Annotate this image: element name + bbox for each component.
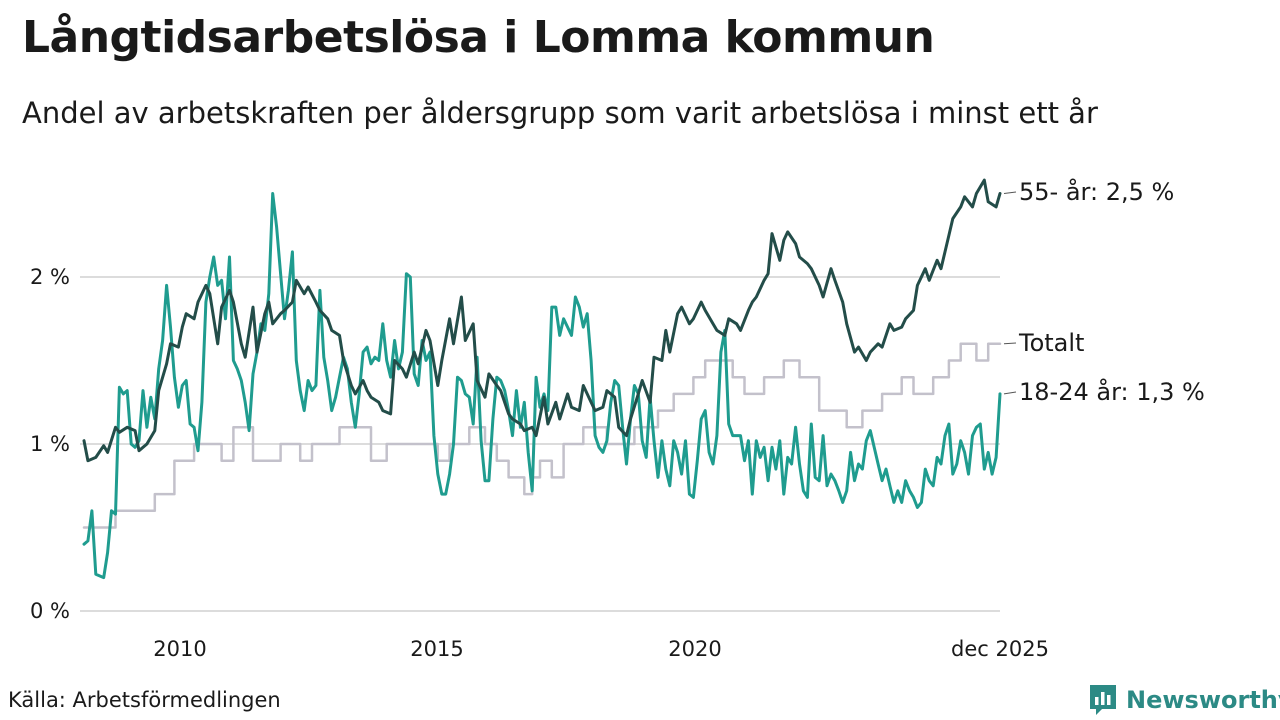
series-lines <box>82 178 1002 580</box>
end-label-older: 55- år: 2,5 % <box>1019 177 1174 206</box>
leader-line-older <box>1003 191 1017 194</box>
leader-line-total <box>1003 342 1017 345</box>
series-line-older <box>82 178 1002 463</box>
x-tick-label: dec 2025 <box>951 637 1049 661</box>
series-line-total <box>82 342 1002 529</box>
y-tick-label: 0 % <box>30 599 70 623</box>
x-tick-label: 2020 <box>668 637 721 661</box>
source-note: Källa: Arbetsförmedlingen <box>8 688 281 712</box>
leader-line-young <box>1003 391 1017 395</box>
brand-name: Newsworthy <box>1126 686 1280 714</box>
x-axis-ticks: 2010 2015 2020 dec 2025 <box>153 637 1049 661</box>
chart-title: Långtidsarbetslösa i Lomma kommun <box>22 12 935 63</box>
brand-logo: Newsworthy <box>1088 683 1280 717</box>
chart-subtitle: Andel av arbetskraften per åldersgrupp s… <box>22 96 1098 130</box>
y-tick-label: 2 % <box>30 265 70 289</box>
y-tick-label: 1 % <box>30 432 70 456</box>
x-tick-label: 2010 <box>153 637 206 661</box>
end-label-total: Totalt <box>1018 329 1084 357</box>
end-label-young: 18-24 år: 1,3 % <box>1019 377 1205 406</box>
series-line-young <box>82 192 1002 580</box>
y-axis-ticks: 0 % 1 % 2 % <box>30 265 70 623</box>
newsworthy-logo-icon <box>1090 685 1116 715</box>
series-end-labels: 55- år: 2,5 % Totalt 18-24 år: 1,3 % <box>1003 177 1205 406</box>
x-tick-label: 2015 <box>410 637 463 661</box>
